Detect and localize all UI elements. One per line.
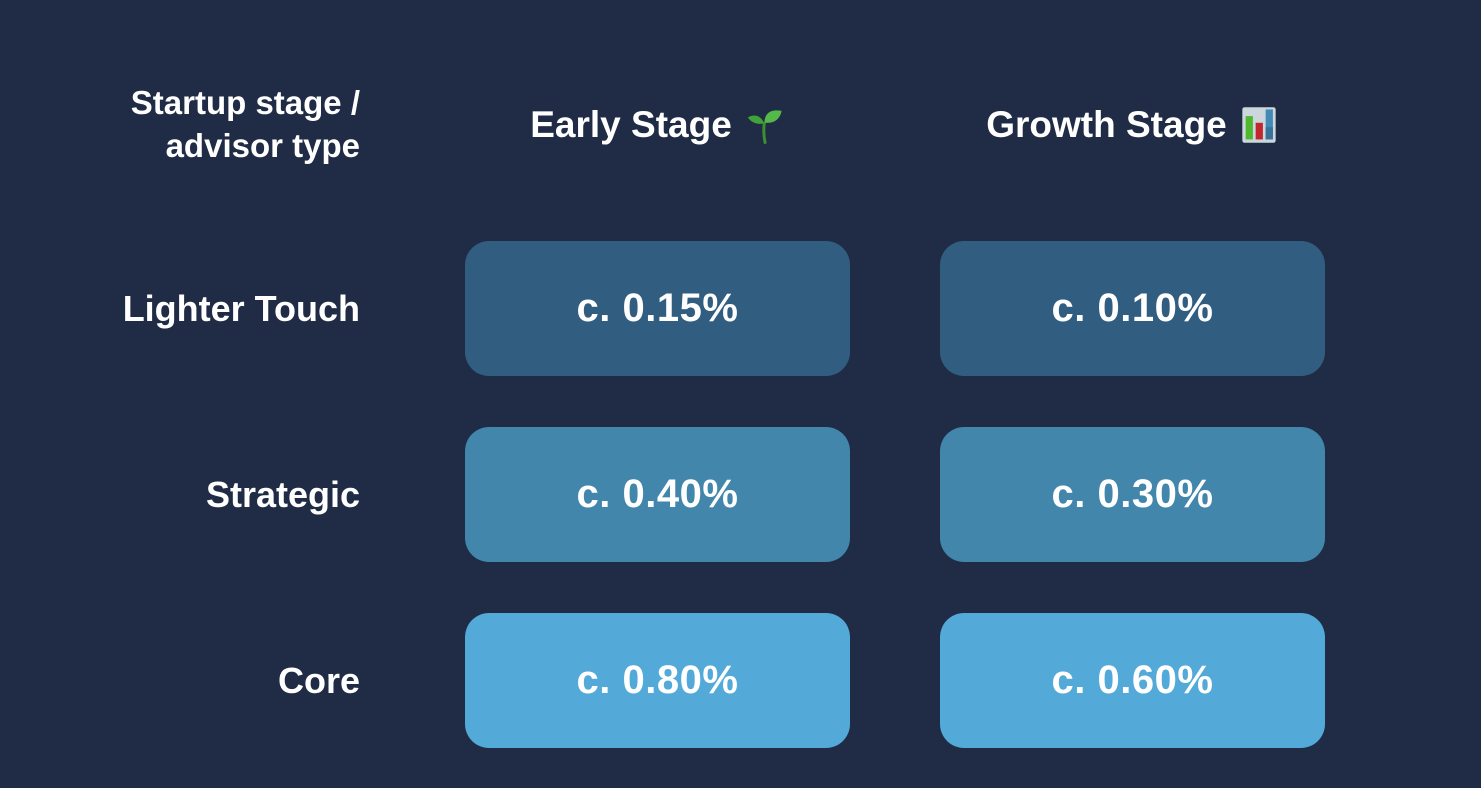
seedling-icon bbox=[744, 105, 785, 146]
column-header-early-stage: Early Stage bbox=[465, 60, 850, 190]
cell-strategic-growth: c. 0.30% bbox=[940, 427, 1325, 562]
column-header-growth-stage-label: Growth Stage bbox=[986, 104, 1227, 145]
cell-lighter-touch-early: c. 0.15% bbox=[465, 241, 850, 376]
corner-header-line2: advisor type bbox=[165, 127, 360, 164]
cell-value: c. 0.30% bbox=[1051, 472, 1214, 516]
cell-value: c. 0.80% bbox=[576, 658, 739, 702]
cell-core-growth: c. 0.60% bbox=[940, 613, 1325, 748]
cell-value: c. 0.60% bbox=[1051, 658, 1214, 702]
cell-lighter-touch-growth: c. 0.10% bbox=[940, 241, 1325, 376]
cell-value: c. 0.40% bbox=[576, 472, 739, 516]
column-header-growth-stage: Growth Stage bbox=[940, 60, 1325, 190]
row-label-lighter-touch: Lighter Touch bbox=[122, 287, 360, 329]
bar-chart-icon bbox=[1239, 105, 1279, 145]
column-header-early-stage-label: Early Stage bbox=[530, 104, 732, 145]
matrix-grid: Startup stage / advisor type Early Stage… bbox=[0, 60, 1325, 748]
row-label-strategic: Strategic bbox=[205, 473, 360, 515]
row-label-core: Core bbox=[277, 659, 360, 701]
cell-strategic-early: c. 0.40% bbox=[465, 427, 850, 562]
cell-value: c. 0.10% bbox=[1051, 286, 1214, 330]
cell-value: c. 0.15% bbox=[576, 286, 739, 330]
cell-core-early: c. 0.80% bbox=[465, 613, 850, 748]
corner-header: Startup stage / advisor type bbox=[0, 60, 375, 190]
corner-header-line1: Startup stage / bbox=[130, 84, 360, 122]
